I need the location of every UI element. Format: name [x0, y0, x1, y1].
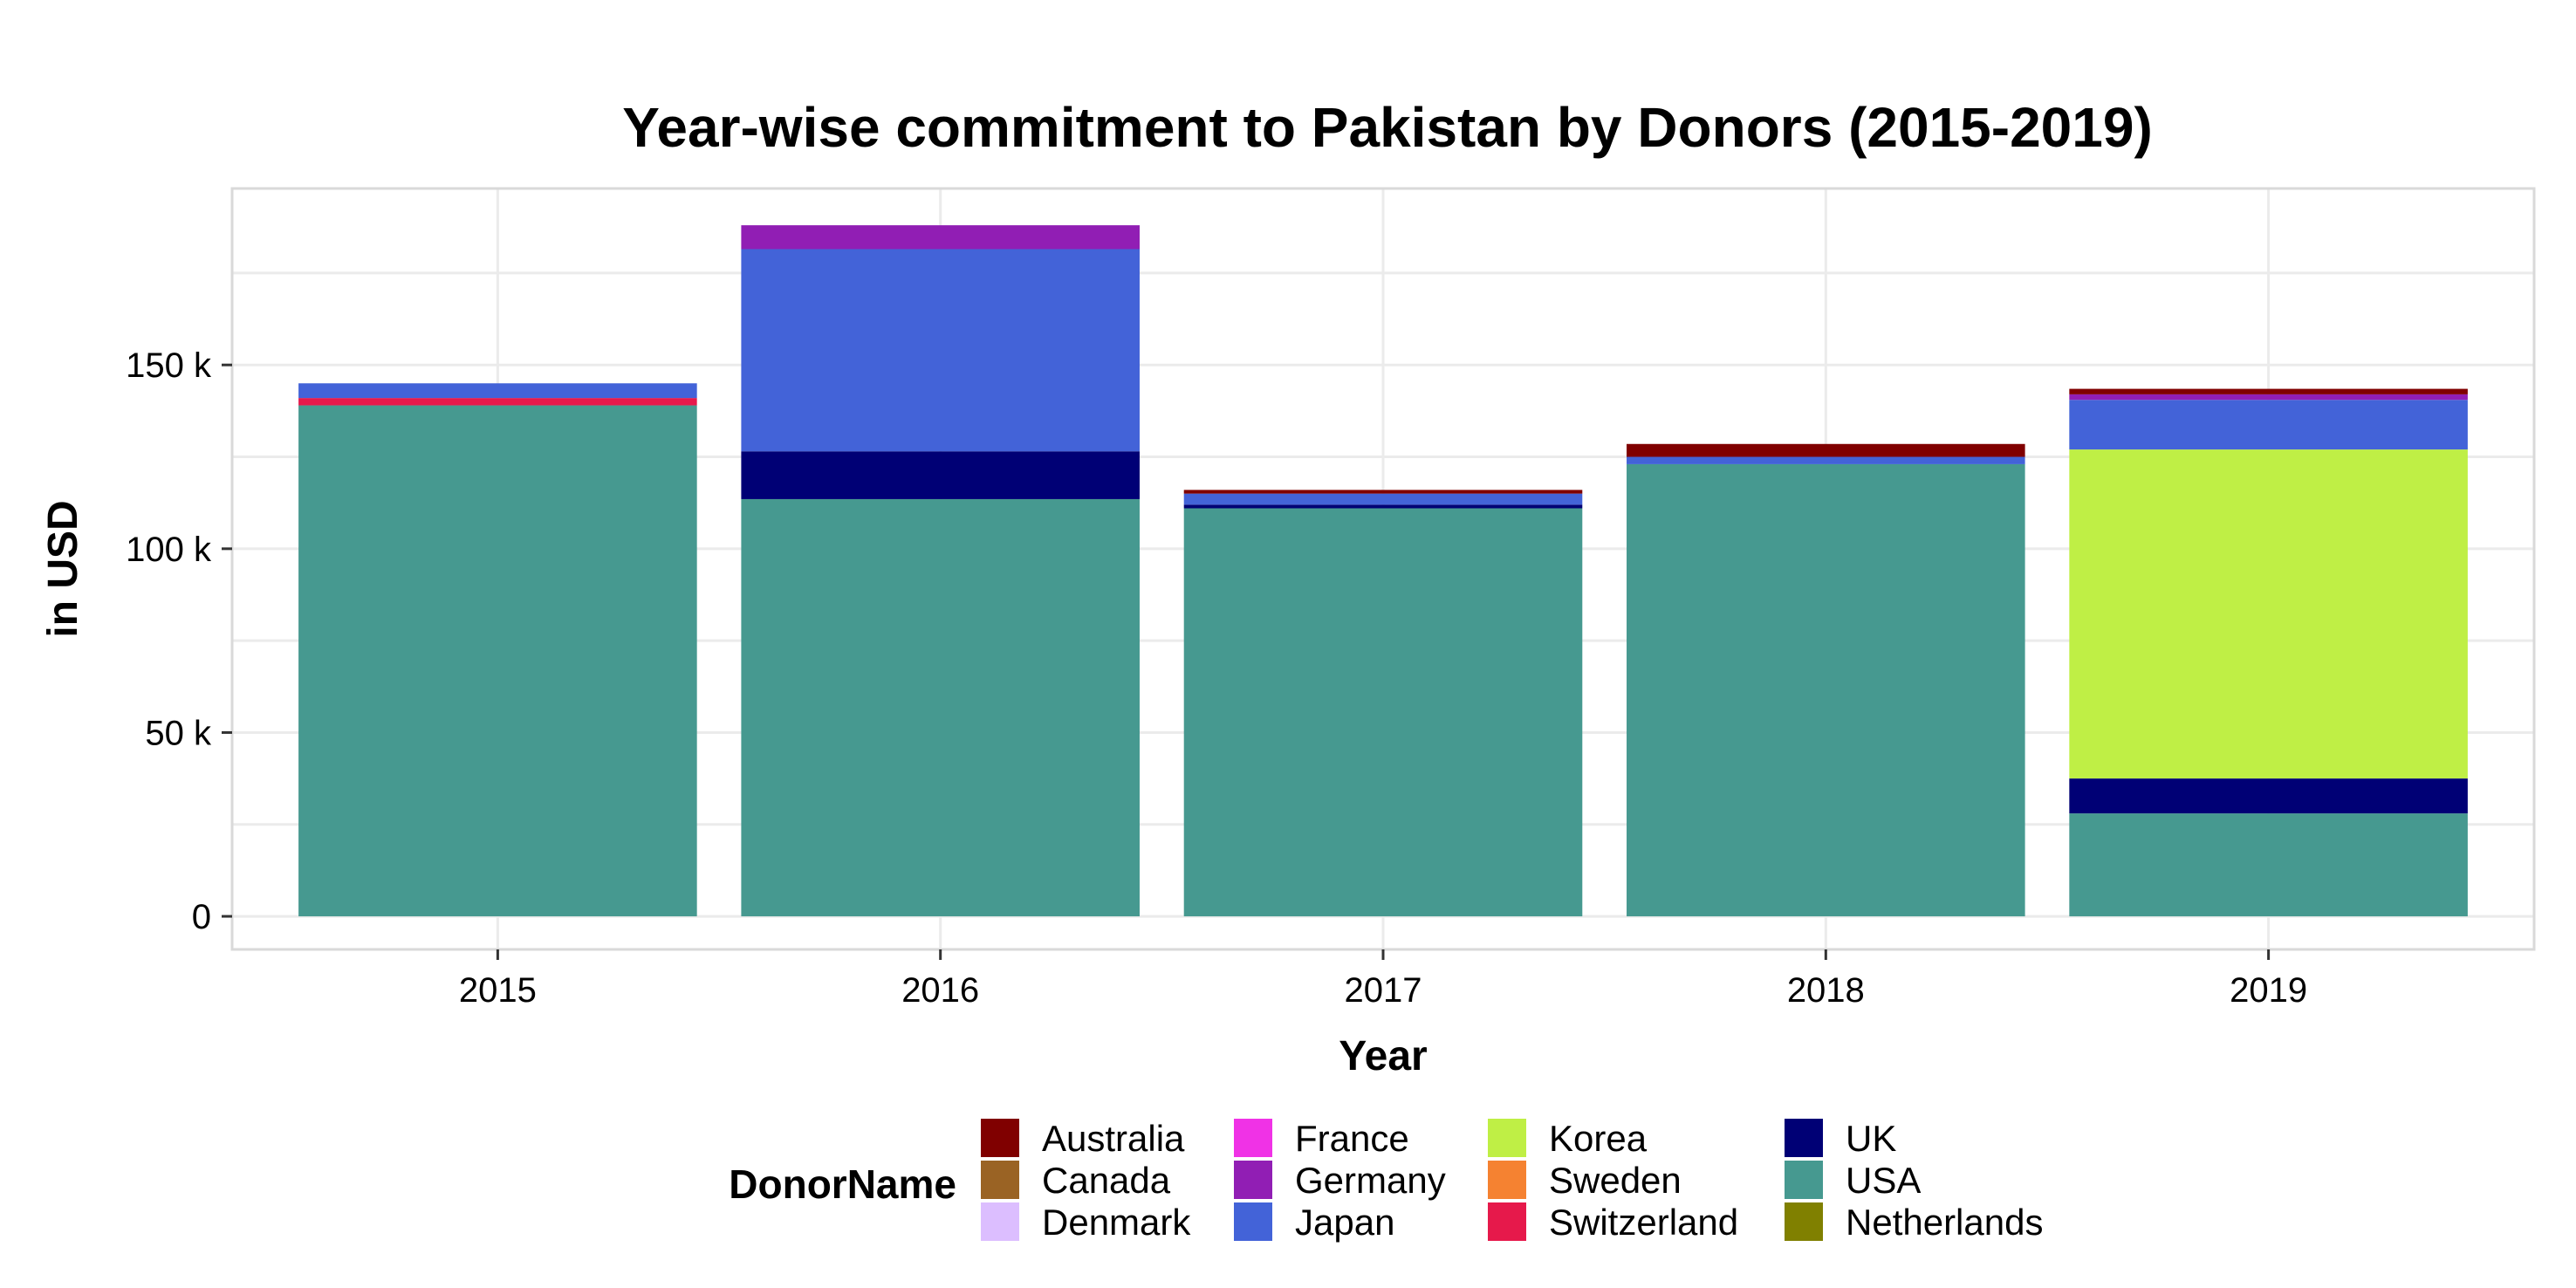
bar-segment-japan-2017: [1183, 493, 1583, 505]
legend-label-germany: Germany: [1295, 1160, 1446, 1201]
legend-label-france: France: [1295, 1118, 1409, 1159]
legend-label-korea: Korea: [1549, 1118, 1648, 1159]
legend-label-sweden: Sweden: [1549, 1160, 1682, 1201]
bar-segment-uk-2016: [741, 451, 1140, 499]
legend-label-canada: Canada: [1042, 1160, 1171, 1201]
legend-label-usa: USA: [1846, 1160, 1921, 1201]
legend-item-canada: Canada: [981, 1160, 1171, 1201]
bar-segment-usa-2015: [298, 405, 697, 917]
legend-key-canada: [981, 1161, 1019, 1199]
bar-segment-australia-2019: [2069, 388, 2468, 394]
x-tick-label: 2016: [901, 971, 979, 1010]
bar-segment-japan-2015: [298, 383, 697, 399]
x-tick-label: 2019: [2230, 971, 2307, 1010]
legend-item-australia: Australia: [981, 1118, 1185, 1159]
bar-segment-usa-2019: [2069, 813, 2468, 917]
legend-item-germany: Germany: [1234, 1160, 1446, 1201]
legend-label-japan: Japan: [1295, 1202, 1394, 1243]
bar-segment-switzerland-2015: [298, 398, 697, 406]
y-axis-title: in USD: [40, 500, 86, 637]
y-tick-label: 0: [192, 898, 211, 936]
plot-panel: [230, 187, 2536, 951]
bar-segment-usa-2018: [1627, 463, 2025, 917]
legend-key-uk: [1785, 1119, 1823, 1157]
legend-key-australia: [981, 1119, 1019, 1157]
legend-item-france: France: [1234, 1118, 1409, 1159]
y-tick-label: 150 k: [126, 346, 212, 385]
x-tick-label: 2015: [459, 971, 537, 1010]
legend-title: DonorName: [729, 1161, 956, 1207]
x-axis-title: Year: [1339, 1033, 1427, 1079]
bar-segment-japan-2016: [741, 249, 1140, 452]
bar-segment-germany-2016: [741, 225, 1140, 250]
bar-segment-germany-2019: [2069, 394, 2468, 401]
legend-item-korea: Korea: [1488, 1118, 1648, 1159]
y-axis: 0 50 k 100 k 150 k: [126, 346, 232, 936]
bar-segment-uk-2017: [1183, 504, 1583, 509]
legend-item-japan: Japan: [1234, 1202, 1394, 1243]
y-tick-label: 50 k: [145, 714, 212, 752]
y-tick-label: 100 k: [126, 531, 212, 569]
legend-key-korea: [1488, 1119, 1526, 1157]
bar-segment-uk-2019: [2069, 778, 2468, 814]
legend-item-sweden: Sweden: [1488, 1160, 1682, 1201]
legend-key-netherlands: [1785, 1202, 1823, 1241]
legend-key-japan: [1234, 1202, 1272, 1241]
legend-label-denmark: Denmark: [1042, 1202, 1191, 1243]
x-axis: 2015 2016 2017 2018 2019: [459, 949, 2307, 1010]
legend-key-sweden: [1488, 1161, 1526, 1199]
legend-label-netherlands: Netherlands: [1846, 1202, 2043, 1243]
legend-item-denmark: Denmark: [981, 1202, 1191, 1243]
x-tick-label: 2017: [1345, 971, 1422, 1010]
bar-segment-korea-2019: [2069, 449, 2468, 779]
bar-segment-usa-2017: [1183, 508, 1583, 917]
legend-label-switzerland: Switzerland: [1549, 1202, 1738, 1243]
legend-item-netherlands: Netherlands: [1785, 1202, 2043, 1243]
bar-segment-australia-2018: [1627, 443, 2025, 457]
bar-segment-japan-2018: [1627, 456, 2025, 464]
legend-key-switzerland: [1488, 1202, 1526, 1241]
bars: [298, 225, 2468, 917]
legend-key-germany: [1234, 1161, 1272, 1199]
legend-key-france: [1234, 1119, 1272, 1157]
chart-title: Year-wise commitment to Pakistan by Dono…: [622, 96, 2153, 159]
legend-key-denmark: [981, 1202, 1019, 1241]
legend-key-usa: [1785, 1161, 1823, 1199]
legend-label-uk: UK: [1846, 1118, 1896, 1159]
x-tick-label: 2018: [1787, 971, 1865, 1010]
bar-segment-japan-2019: [2069, 400, 2468, 450]
legend-label-australia: Australia: [1042, 1118, 1185, 1159]
bar-segment-usa-2016: [741, 498, 1140, 917]
bar-segment-australia-2017: [1183, 490, 1583, 494]
legend-item-uk: UK: [1785, 1118, 1896, 1159]
legend-item-switzerland: Switzerland: [1488, 1202, 1738, 1243]
legend-item-usa: USA: [1785, 1160, 1921, 1201]
